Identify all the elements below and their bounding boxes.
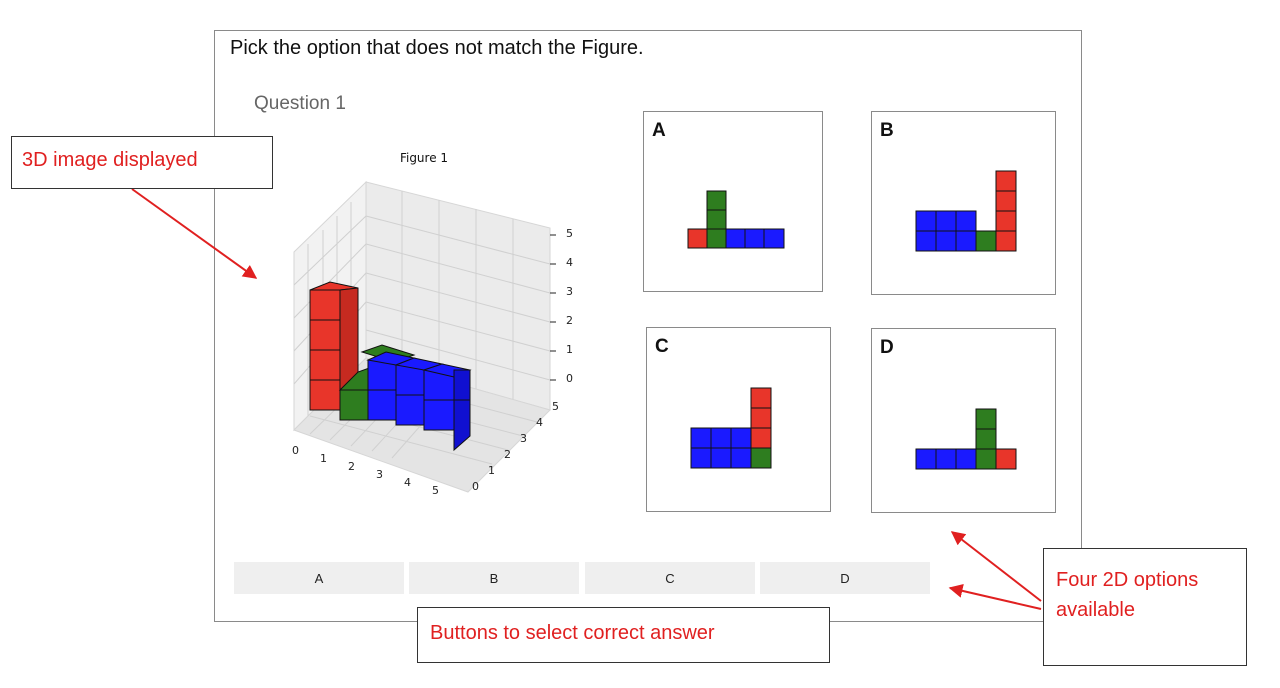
z-tick: 1 (566, 343, 573, 356)
arrow-to-options (950, 531, 1042, 602)
callout-3d-image: 3D image displayed (11, 136, 273, 189)
y-tick: 2 (504, 448, 511, 461)
y-tick: 3 (520, 432, 527, 445)
option-card-a: A (643, 111, 823, 292)
y-tick: 1 (488, 464, 495, 477)
option-letter: A (652, 120, 666, 141)
z-tick: 5 (566, 227, 573, 240)
x-tick: 0 (292, 444, 299, 457)
x-tick: 4 (404, 476, 411, 489)
x-tick: 1 (320, 452, 327, 465)
blue-cube (367, 359, 397, 391)
callout-text: Buttons to select correct answer (430, 622, 715, 644)
question-label: Question 1 (254, 93, 346, 114)
callout-text: Four 2D options available (1056, 569, 1199, 621)
option-b-shape (915, 170, 1017, 252)
option-letter: D (880, 337, 894, 358)
arrow-to-figure (131, 188, 258, 279)
blue-cube-side (453, 369, 471, 452)
y-tick: 4 (536, 416, 543, 429)
red-cube (309, 349, 341, 381)
option-card-d: D (871, 328, 1056, 513)
z-tick: 2 (566, 314, 573, 327)
option-c-shape (690, 387, 772, 469)
z-tick: 0 (566, 372, 573, 385)
x-tick: 2 (348, 460, 355, 473)
option-d-shape (915, 408, 1017, 470)
option-card-c: C (646, 327, 831, 512)
x-tick: 3 (376, 468, 383, 481)
red-cube (309, 319, 341, 351)
x-tick: 5 (432, 484, 439, 497)
figure-3d: Figure 1 (292, 151, 573, 497)
answer-button-d[interactable]: D (760, 562, 930, 594)
figure-title: Figure 1 (400, 151, 448, 165)
instruction-text: Pick the option that does not match the … (230, 37, 644, 59)
z-tick: 3 (566, 285, 573, 298)
y-tick: 0 (472, 480, 479, 493)
blue-cube (423, 399, 455, 431)
y-tick: 5 (552, 400, 559, 413)
option-a-shape (687, 190, 785, 249)
option-card-b: B (871, 111, 1056, 295)
option-letter: B (880, 120, 894, 141)
arrow-to-buttons (948, 584, 1042, 610)
cube-stack (309, 281, 472, 452)
callout-buttons: Buttons to select correct answer (417, 607, 830, 663)
callout-options: Four 2D options available (1043, 548, 1247, 666)
option-letter: C (655, 336, 669, 357)
callout-text: 3D image displayed (22, 149, 198, 171)
answer-button-b[interactable]: B (409, 562, 579, 594)
answer-button-a[interactable]: A (234, 562, 404, 594)
z-tick: 4 (566, 256, 573, 269)
answer-button-c[interactable]: C (585, 562, 755, 594)
blue-cube (367, 389, 397, 421)
